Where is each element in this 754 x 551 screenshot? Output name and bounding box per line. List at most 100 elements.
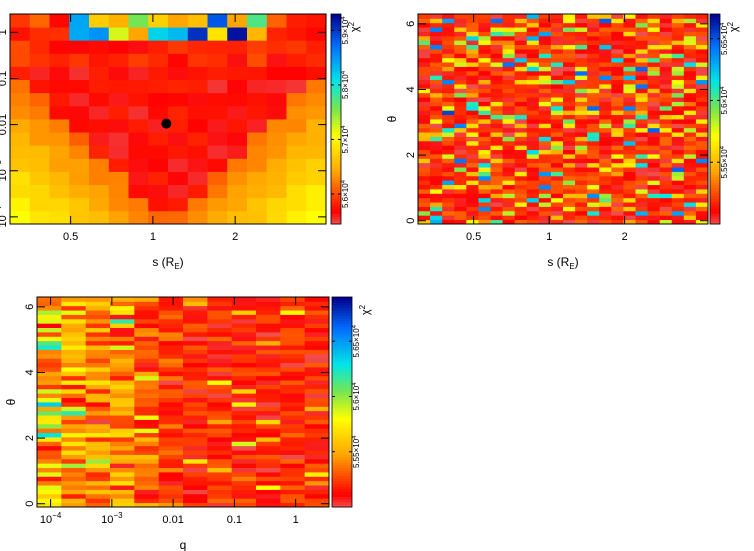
heatmap-cell xyxy=(550,206,564,212)
heatmap-cell xyxy=(286,14,307,28)
heatmap-cell xyxy=(207,171,228,186)
heatmap-cell xyxy=(430,189,443,194)
heatmap-cell xyxy=(134,437,160,442)
heatmap-cell xyxy=(659,171,673,177)
heatmap-cell xyxy=(227,119,248,133)
colorbar-segment xyxy=(331,129,341,133)
heatmap-cell xyxy=(256,406,281,412)
heatmap-cell xyxy=(89,105,110,120)
colorbar-tick-exponent: 4 xyxy=(341,125,347,129)
heatmap-cell xyxy=(683,66,697,72)
colorbar-tick-label: 5.8×104 xyxy=(341,70,350,99)
heatmap-cell xyxy=(85,323,111,329)
heatmap-cell xyxy=(158,410,184,416)
heatmap-cell xyxy=(187,145,208,159)
heatmap-cell xyxy=(683,206,697,212)
heatmap-cell xyxy=(49,53,70,67)
colorbar-segment xyxy=(332,483,352,487)
colorbar-segment xyxy=(710,29,720,33)
heatmap-cell xyxy=(110,305,135,311)
colorbar-label: χ2 xyxy=(347,21,361,32)
heatmap-cell xyxy=(538,136,552,142)
heatmap-cell xyxy=(286,66,307,81)
heatmap-cell xyxy=(89,27,110,41)
colorbar-segment xyxy=(332,297,352,301)
heatmap-cell xyxy=(659,70,673,76)
heatmap-cell xyxy=(454,158,467,164)
colorbar-segment xyxy=(710,69,720,73)
heatmap-cell xyxy=(575,92,588,98)
heatmap-cell xyxy=(695,219,709,225)
heatmap-cell xyxy=(502,31,516,37)
heatmap-cell xyxy=(37,353,62,359)
heatmap-cell xyxy=(207,367,233,372)
heatmap-cell xyxy=(647,53,661,59)
heatmap-cell xyxy=(304,327,330,333)
colorbar-segment xyxy=(331,61,341,65)
heatmap-cell xyxy=(659,31,673,37)
y-tick-label: 6 xyxy=(405,21,417,27)
heatmap-cell xyxy=(207,318,233,324)
x-axis-label-main: q xyxy=(180,538,187,551)
heatmap-cell xyxy=(207,358,233,364)
heatmap-cell xyxy=(635,158,648,164)
heatmap-cell xyxy=(466,75,479,81)
heatmap-cell xyxy=(478,132,491,137)
heatmap-cell xyxy=(635,79,648,85)
heatmap-cell xyxy=(306,132,327,146)
heatmap-cell xyxy=(442,202,455,207)
heatmap-cell xyxy=(502,132,516,137)
heatmap-cell xyxy=(89,171,110,186)
y-tick-label: 0 xyxy=(24,501,36,507)
colorbar-segment xyxy=(710,153,720,157)
heatmap-cell xyxy=(442,22,455,28)
heatmap-cell xyxy=(61,493,87,499)
heatmap-cell xyxy=(61,393,87,399)
heatmap-cell xyxy=(695,197,709,203)
heatmap-cell xyxy=(37,362,62,368)
colorbar-segment xyxy=(331,48,341,52)
heatmap-cell xyxy=(168,184,189,199)
heatmap-cell xyxy=(587,66,600,72)
heatmap-cell xyxy=(587,75,600,81)
heatmap-cell xyxy=(635,101,648,107)
colorbar-segment xyxy=(331,87,341,91)
heatmap-cell xyxy=(659,175,673,181)
heatmap-cell xyxy=(430,31,443,37)
heatmap-cell xyxy=(134,480,160,486)
heatmap-cell xyxy=(110,445,135,451)
heatmap-cell xyxy=(647,127,661,133)
heatmap-cell xyxy=(227,145,248,159)
heatmap-cell xyxy=(550,101,564,107)
colorbar-segment xyxy=(710,45,720,49)
heatmap-cell xyxy=(659,149,673,155)
colorbar-segment xyxy=(710,213,720,217)
heatmap-cell xyxy=(623,27,636,32)
heatmap-cell xyxy=(108,210,129,225)
heatmap-cell xyxy=(550,105,564,111)
heatmap-cell xyxy=(550,57,564,63)
heatmap-cell xyxy=(85,480,111,486)
heatmap-cell xyxy=(108,119,129,133)
heatmap-cell xyxy=(454,193,467,199)
colorbar-segment xyxy=(710,124,720,128)
heatmap-cell xyxy=(683,219,697,225)
heatmap-cell xyxy=(304,419,330,425)
heatmap-cell xyxy=(134,332,160,337)
heatmap-cell xyxy=(256,393,281,399)
heatmap-cell xyxy=(280,345,306,350)
heatmap-cell xyxy=(550,114,564,120)
heatmap-cell xyxy=(158,345,184,350)
heatmap-cell xyxy=(304,388,330,394)
heatmap-cell xyxy=(183,493,208,499)
heatmap-cell xyxy=(478,84,491,89)
heatmap-cell xyxy=(306,158,327,172)
heatmap-cell xyxy=(134,454,160,460)
heatmap-cell xyxy=(538,206,552,212)
heatmap-cell xyxy=(37,402,62,407)
heatmap-cell xyxy=(587,202,600,207)
heatmap-cell xyxy=(466,62,479,67)
heatmap-cell xyxy=(158,485,184,490)
heatmap-cell xyxy=(266,171,287,186)
